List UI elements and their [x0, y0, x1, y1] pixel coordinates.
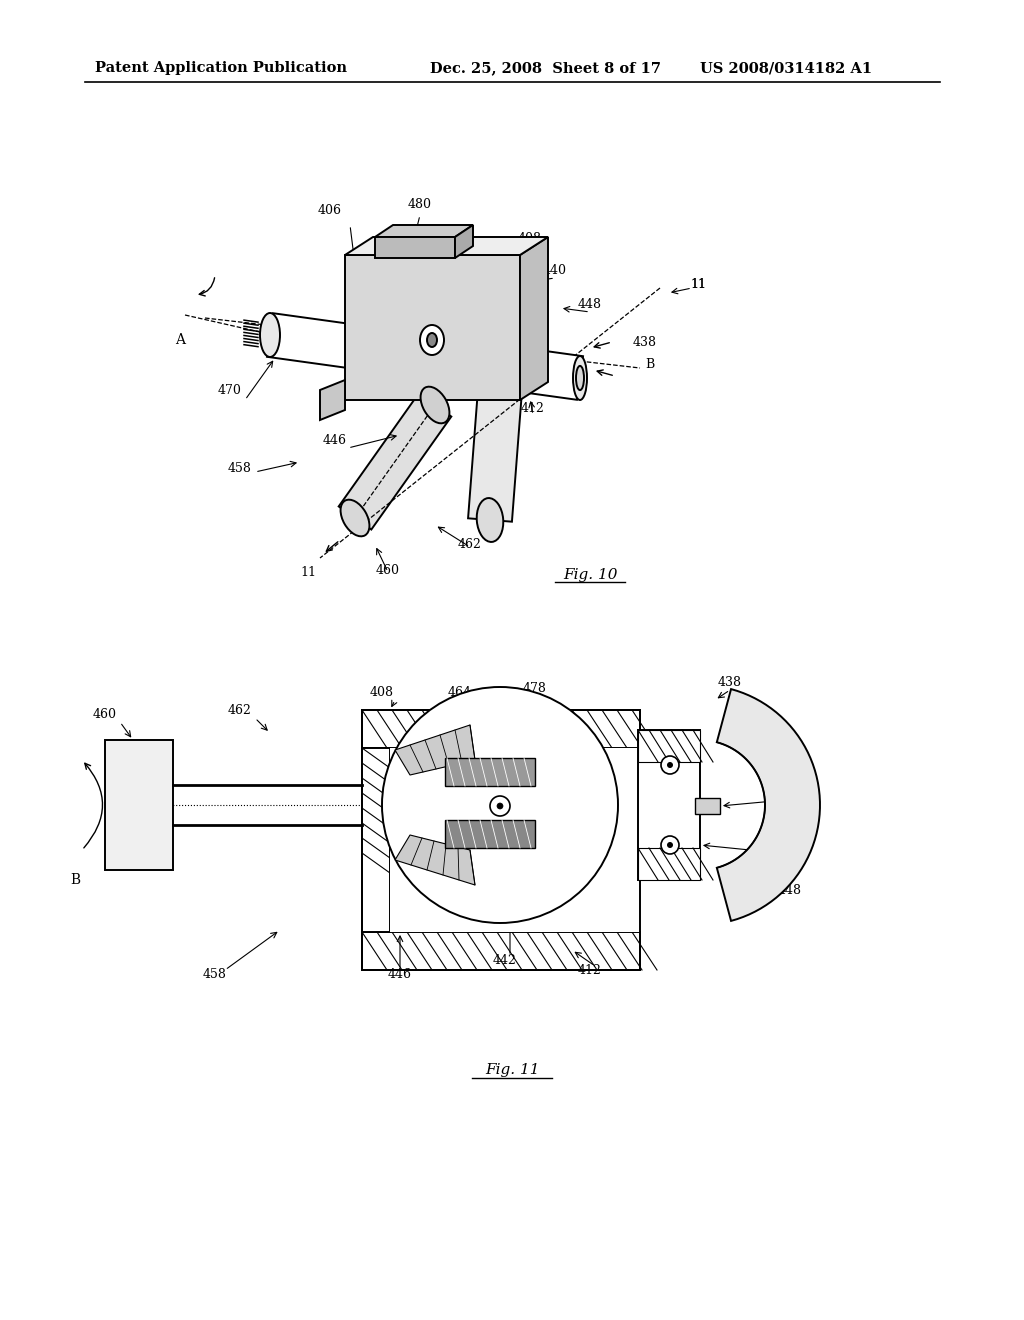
Ellipse shape — [427, 333, 437, 347]
Text: B: B — [70, 873, 80, 887]
Circle shape — [662, 836, 679, 854]
Polygon shape — [319, 380, 345, 420]
Text: 412: 412 — [579, 964, 602, 977]
Text: 480: 480 — [408, 198, 432, 211]
Text: 11: 11 — [690, 279, 706, 292]
Ellipse shape — [421, 387, 450, 424]
Bar — [638, 847, 700, 880]
Text: 442: 442 — [494, 953, 517, 966]
Polygon shape — [267, 313, 583, 400]
Polygon shape — [395, 725, 475, 775]
Text: 11: 11 — [690, 279, 706, 292]
Text: 462: 462 — [458, 539, 482, 552]
Bar — [362, 710, 640, 748]
Ellipse shape — [573, 356, 587, 400]
Polygon shape — [345, 255, 520, 400]
Text: 460: 460 — [376, 564, 400, 577]
Bar — [638, 730, 700, 762]
Ellipse shape — [260, 313, 280, 356]
Bar — [445, 820, 535, 847]
Text: B: B — [645, 359, 654, 371]
Circle shape — [667, 842, 673, 847]
Text: 480: 480 — [756, 723, 780, 737]
Text: A: A — [175, 333, 185, 347]
Text: Patent Application Publication: Patent Application Publication — [95, 61, 347, 75]
Text: 464: 464 — [449, 685, 472, 698]
Polygon shape — [375, 238, 455, 257]
Text: 448: 448 — [778, 883, 802, 896]
Text: 448: 448 — [578, 298, 602, 312]
Text: Fig. 10: Fig. 10 — [563, 568, 617, 582]
Text: 478: 478 — [523, 681, 547, 694]
Text: 460: 460 — [93, 709, 117, 722]
Ellipse shape — [341, 500, 370, 536]
Circle shape — [497, 803, 503, 809]
Circle shape — [667, 762, 673, 768]
Bar — [390, 748, 640, 932]
Text: 438: 438 — [718, 676, 742, 689]
Text: 406: 406 — [318, 203, 342, 216]
Circle shape — [490, 796, 510, 816]
Text: 446: 446 — [388, 969, 412, 982]
Text: 476: 476 — [763, 842, 786, 854]
Bar — [362, 932, 640, 970]
Circle shape — [382, 686, 618, 923]
Polygon shape — [395, 836, 475, 884]
Polygon shape — [468, 388, 522, 521]
Text: Dec. 25, 2008  Sheet 8 of 17: Dec. 25, 2008 Sheet 8 of 17 — [430, 61, 662, 75]
Bar — [695, 799, 720, 814]
Ellipse shape — [575, 366, 584, 391]
Text: 408: 408 — [518, 231, 542, 244]
Text: 412: 412 — [521, 401, 545, 414]
Ellipse shape — [420, 325, 444, 355]
Text: 440: 440 — [543, 264, 567, 276]
Bar — [445, 758, 535, 785]
Text: 458: 458 — [228, 462, 252, 474]
Text: 444: 444 — [778, 788, 802, 801]
Text: 408: 408 — [370, 685, 394, 698]
Text: 438: 438 — [633, 335, 657, 348]
Bar — [362, 748, 390, 932]
Text: 462: 462 — [228, 704, 252, 717]
Bar — [638, 730, 700, 880]
Polygon shape — [717, 689, 820, 921]
Text: 11: 11 — [300, 566, 316, 579]
Text: 446: 446 — [323, 433, 347, 446]
Circle shape — [662, 756, 679, 774]
Text: Fig. 11: Fig. 11 — [484, 1063, 540, 1077]
Ellipse shape — [477, 498, 503, 543]
Bar — [105, 741, 173, 870]
Polygon shape — [345, 238, 548, 255]
Polygon shape — [455, 224, 473, 257]
Text: 458: 458 — [203, 969, 227, 982]
Polygon shape — [339, 393, 452, 529]
Polygon shape — [520, 238, 548, 400]
Text: US 2008/0314182 A1: US 2008/0314182 A1 — [700, 61, 872, 75]
Bar — [362, 710, 640, 970]
Text: 470: 470 — [218, 384, 242, 396]
Polygon shape — [375, 224, 473, 238]
